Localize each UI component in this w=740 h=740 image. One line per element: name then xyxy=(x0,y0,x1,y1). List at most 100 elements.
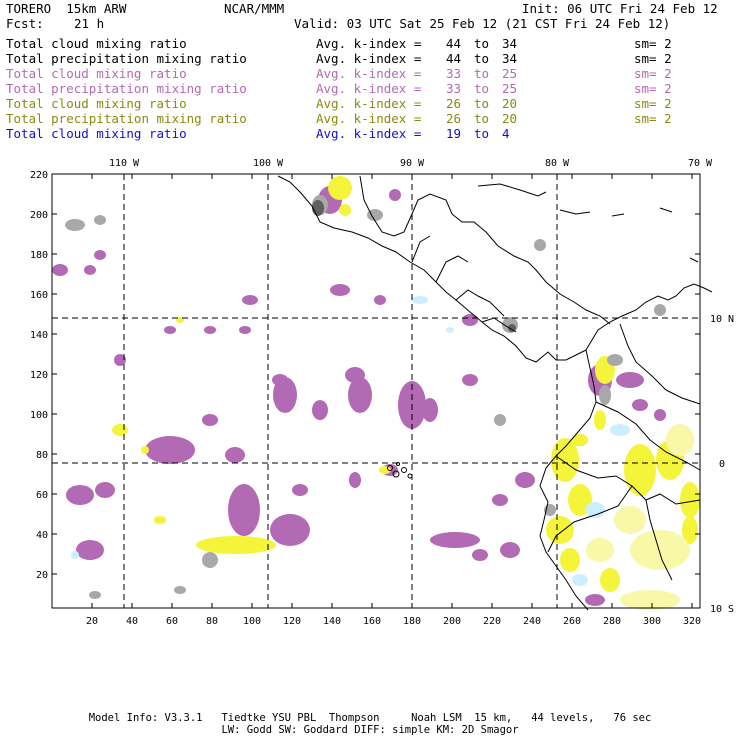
field-patch-purple xyxy=(430,532,480,548)
field-patch-yellow xyxy=(328,176,352,200)
legend-stat: Avg. k-index = xyxy=(316,51,422,66)
field-patch-yellow xyxy=(112,424,128,436)
legend-field: Total cloud mixing ratio xyxy=(6,66,187,81)
field-patch-gray xyxy=(534,239,546,251)
model-info-line1: Model Info: V3.3.1 Tiedtke YSU PBL Thomp… xyxy=(88,712,652,724)
field-patch-purple xyxy=(345,367,365,383)
field-patch-purple xyxy=(492,494,508,506)
x-tick-label: 300 xyxy=(643,616,661,627)
y-tick-label: 220 xyxy=(30,170,48,181)
model-title: TORERO 15km ARW xyxy=(6,1,127,16)
field-patch-light-blue xyxy=(412,296,428,304)
legend-to-word: to xyxy=(474,36,490,51)
field-patch-yellow xyxy=(624,444,656,496)
y-tick-label: 160 xyxy=(30,290,48,301)
forecast-hour: 21 h xyxy=(74,16,105,31)
longitude-label: 110 W xyxy=(109,158,140,169)
legend-stat: Avg. k-index = xyxy=(316,111,422,126)
field-patch-light-blue xyxy=(572,574,588,586)
legend-sm: sm= 2 xyxy=(634,36,672,51)
x-tick-label: 80 xyxy=(206,616,218,627)
field-patch-yellow xyxy=(154,516,166,524)
field-patch-purple xyxy=(114,354,126,366)
field-patch-yellow xyxy=(339,204,351,216)
field-patch-purple xyxy=(374,295,386,305)
legend-sm: sm= 2 xyxy=(634,51,672,66)
field-patch-purple xyxy=(462,374,478,386)
legend-stat: Avg. k-index = xyxy=(316,126,422,141)
longitude-label: 80 W xyxy=(545,158,570,169)
legend-to-word: to xyxy=(474,81,490,96)
field-patch-purple xyxy=(164,326,176,334)
field-patch-yellow xyxy=(680,482,700,518)
legend-to: 25 xyxy=(502,66,518,81)
axis-tick-labels: 20 40 60 80 100 120 140 160 180 200 220 240 260 280 30… xyxy=(30,170,701,627)
field-patch-purple xyxy=(616,372,644,388)
legend-field: Total cloud mixing ratio xyxy=(6,96,187,111)
field-patch-purple xyxy=(84,265,96,275)
field-patch-purple xyxy=(292,484,308,496)
legend-stat: Avg. k-index = xyxy=(316,66,422,81)
field-patch-purple xyxy=(145,436,195,464)
field-patch-light-blue xyxy=(446,327,454,333)
field-patch-purple xyxy=(273,377,297,413)
field-patch-yellow xyxy=(141,446,149,454)
legend-from: 44 xyxy=(446,51,462,66)
field-patch-purple xyxy=(270,514,310,546)
y-tick-label: 120 xyxy=(30,370,48,381)
legend-to-word: to xyxy=(474,66,490,81)
field-patch-purple xyxy=(204,326,216,334)
field-patch-light-blue xyxy=(610,424,630,436)
legend-from: 19 xyxy=(446,126,462,141)
field-patch-purple xyxy=(349,472,361,488)
field-patch-purple xyxy=(312,400,328,420)
field-patch-purple xyxy=(585,594,605,606)
legend-stat: Avg. k-index = xyxy=(316,96,422,111)
field-patch-purple xyxy=(228,484,260,536)
field-patch-dark-gray xyxy=(312,200,324,216)
x-tick-label: 40 xyxy=(126,616,138,627)
x-tick-label: 320 xyxy=(683,616,701,627)
legend-sm: sm= 2 xyxy=(634,111,672,126)
x-tick-label: 200 xyxy=(443,616,461,627)
legend-to-word: to xyxy=(474,126,490,141)
valid-time: Valid: 03 UTC Sat 25 Feb 12 (21 CST Fri … xyxy=(294,16,671,31)
field-patch-yellow xyxy=(594,410,606,430)
x-tick-label: 280 xyxy=(603,616,621,627)
y-tick-label: 180 xyxy=(30,250,48,261)
field-patch-gray xyxy=(89,591,101,599)
init-time: Init: 06 UTC Fri 24 Feb 12 xyxy=(522,1,718,16)
x-tick-label: 180 xyxy=(403,616,421,627)
y-tick-label: 100 xyxy=(30,410,48,421)
legend-to-word: to xyxy=(474,111,490,126)
x-tick-label: 260 xyxy=(563,616,581,627)
x-tick-label: 120 xyxy=(283,616,301,627)
field-shading xyxy=(52,176,700,610)
field-patch-yellow xyxy=(196,536,276,554)
field-patch-gray xyxy=(607,354,623,366)
field-patch-purple xyxy=(76,540,104,560)
legend-field: Total cloud mixing ratio xyxy=(6,126,187,141)
x-tick-label: 140 xyxy=(323,616,341,627)
x-tick-label: 100 xyxy=(243,616,261,627)
geo-labels: 110 W 100 W 90 W 80 W 70 W 10 N 0 10 S xyxy=(109,158,734,615)
longitude-label: 70 W xyxy=(688,158,713,169)
legend-to: 20 xyxy=(502,111,518,126)
legend-to: 20 xyxy=(502,96,518,111)
field-patch-purple xyxy=(472,549,488,561)
legend-from: 33 xyxy=(446,81,462,96)
field-patch-purple xyxy=(94,250,106,260)
map-frame xyxy=(51,173,701,609)
org-label: NCAR/MMM xyxy=(224,1,285,16)
field-patch-purple xyxy=(654,409,666,421)
field-patch-yellow xyxy=(600,568,620,592)
field-patch-purple xyxy=(272,374,288,386)
field-patch-purple xyxy=(225,447,245,463)
legend-to: 4 xyxy=(502,126,510,141)
field-patch-yellow xyxy=(546,516,574,544)
field-patch-purple xyxy=(462,314,478,326)
field-patch-gray xyxy=(202,552,218,568)
longitude-label: 90 W xyxy=(400,158,425,169)
legend-field: Total precipitation mixing ratio xyxy=(6,51,247,66)
